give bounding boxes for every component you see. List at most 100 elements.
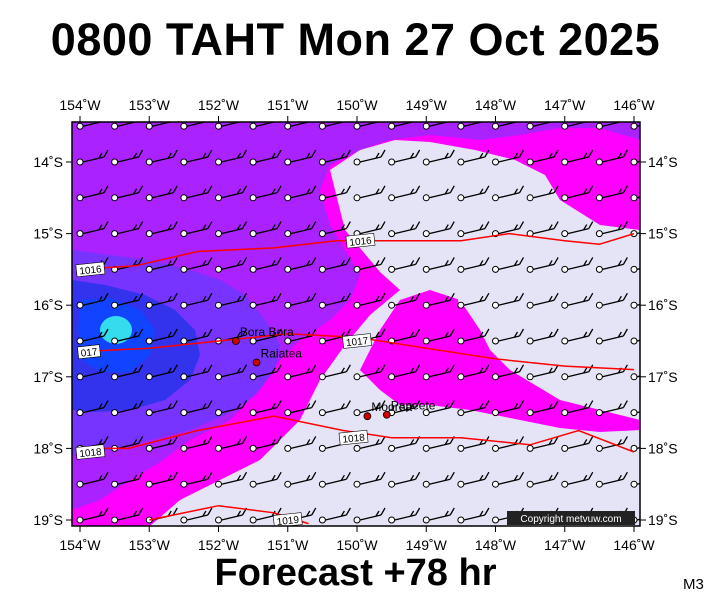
wind-barb (318, 185, 351, 202)
place-label: Papeete (391, 399, 436, 413)
precipitation-field: 1016 1016 1017 017 1018 1018 1019 Bora Bora Rai… (72, 122, 640, 528)
wind-barb (595, 364, 628, 381)
wind-barb (561, 185, 594, 202)
lon-label-top: 152˚W (198, 97, 240, 113)
wind-barb (422, 292, 455, 309)
place-label: Bora Bora (240, 325, 294, 339)
lat-label-right: 18˚S (648, 440, 678, 456)
isobar-value: 1018 (79, 447, 103, 460)
wind-barb (284, 257, 317, 273)
wind-barb (492, 400, 525, 417)
wind-barb (561, 149, 594, 166)
wind-barb (145, 292, 178, 309)
lat-label-left: 15˚S (33, 226, 63, 242)
lon-label-bottom: 147˚W (544, 537, 586, 553)
wind-barb (353, 364, 386, 381)
wind-barb (76, 471, 109, 488)
wind-barb (630, 122, 640, 130)
wind-barb (318, 257, 351, 273)
place-label: Moorea (371, 400, 412, 414)
wind-barb (595, 221, 628, 238)
wind-barb (215, 221, 248, 238)
wind-barb (318, 292, 351, 309)
wind-barb (180, 257, 213, 273)
wind-barb (457, 328, 490, 345)
wind-barb (422, 400, 455, 417)
wind-barb (561, 471, 594, 488)
wind-barb (145, 400, 178, 417)
wind-barb (318, 507, 351, 524)
wind-barb (388, 471, 421, 488)
wind-barb (526, 292, 559, 309)
lat-label-right: 15˚S (648, 226, 678, 242)
wind-barb (388, 221, 421, 238)
isobar-label: 1018 (338, 429, 369, 446)
wind-barb (111, 292, 144, 309)
wind-barb (76, 149, 109, 166)
lon-label-top: 147˚W (544, 97, 586, 113)
wind-barb (318, 471, 351, 488)
wind-barb (180, 400, 213, 417)
wind-barb (388, 507, 421, 524)
wind-barb (180, 471, 213, 488)
lon-label-bottom: 153˚W (129, 537, 171, 553)
wind-barb (388, 185, 421, 202)
wind-barb (145, 185, 178, 202)
wind-barb (249, 400, 282, 417)
isobar-label: 1017 (342, 333, 372, 349)
wind-barb (595, 257, 628, 273)
wind-barb (249, 292, 282, 309)
wind-barb (561, 400, 594, 417)
wind-barb (180, 185, 213, 202)
wind-barb (457, 364, 490, 381)
isobar-label: 1018 (75, 444, 106, 460)
wind-barb (145, 471, 178, 488)
wind-barb (215, 292, 248, 309)
wind-barb (111, 471, 144, 488)
copyright-box: Copyright metvuw.com (507, 511, 635, 525)
lon-label-bottom: 148˚W (475, 537, 517, 553)
wind-barb (145, 149, 178, 166)
wind-barb (492, 149, 525, 166)
copyright-text: Copyright metvuw.com (520, 514, 621, 525)
lat-label-right: 14˚S (648, 154, 678, 170)
wind-barb (595, 471, 628, 488)
wind-barb (76, 328, 109, 345)
lon-label-top: 154˚W (59, 97, 101, 113)
wind-barb (630, 409, 640, 417)
wind-barb (249, 221, 282, 238)
wind-barb (145, 364, 178, 381)
wind-barb (492, 471, 525, 488)
wind-barb (630, 480, 640, 488)
forecast-label: Forecast +78 hr (214, 552, 497, 594)
isobar-label: 1016 (345, 232, 376, 249)
wind-barb (318, 364, 351, 381)
wind-barb (284, 292, 317, 309)
wind-barb (284, 185, 317, 202)
wind-barb (595, 400, 628, 417)
wind-barb (353, 400, 386, 417)
wind-barb (561, 257, 594, 273)
wind-barb (595, 436, 628, 452)
island-marker (382, 410, 391, 419)
lon-label-top: 150˚W (336, 97, 378, 113)
wind-barb (284, 149, 317, 166)
wind-barb (388, 364, 421, 381)
lon-label-bottom: 150˚W (336, 537, 378, 553)
isobar-value: 017 (80, 347, 98, 360)
lat-label-right: 16˚S (648, 297, 678, 313)
model-code: M3 (683, 576, 704, 593)
isobar-value: 1018 (342, 432, 366, 445)
wind-barb (492, 328, 525, 345)
wind-barb (457, 185, 490, 202)
wind-barb (145, 221, 178, 238)
wind-barb (145, 436, 178, 452)
wind-barb (422, 507, 455, 524)
wind-barb (180, 221, 213, 238)
wind-barb (526, 149, 559, 166)
wind-barb (526, 471, 559, 488)
wind-barb (353, 292, 386, 309)
isobar-value: 1019 (276, 515, 300, 528)
